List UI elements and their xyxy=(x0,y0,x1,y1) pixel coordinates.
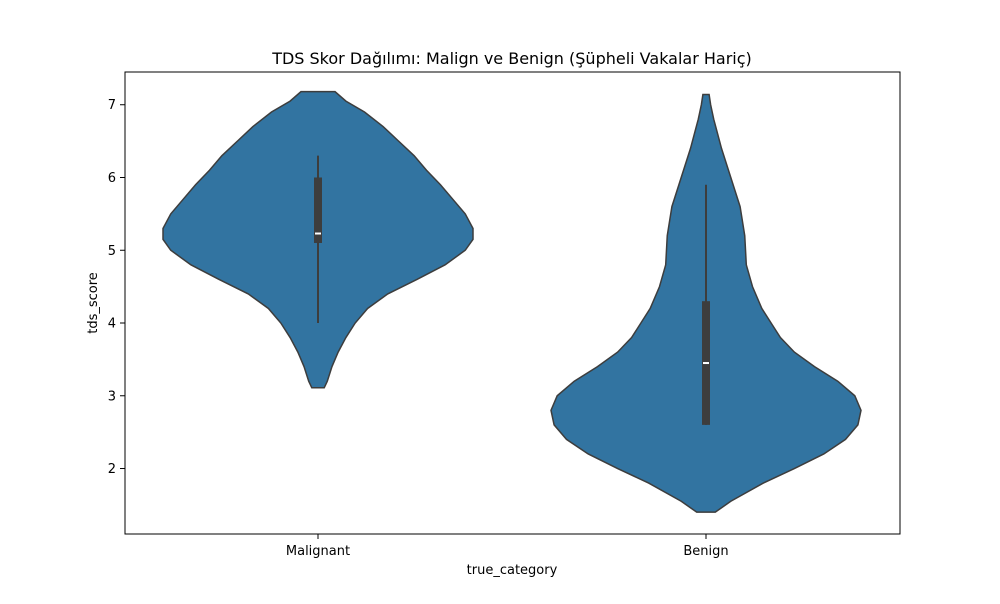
x-tick-label: Malignant xyxy=(286,544,350,559)
y-tick-label: 4 xyxy=(108,317,116,332)
boxes-layer xyxy=(314,155,710,425)
chart-title: TDS Skor Dağılımı: Malign ve Benign (Şüp… xyxy=(271,49,752,68)
y-tick-label: 3 xyxy=(108,389,116,404)
y-tick-label: 5 xyxy=(108,244,116,259)
y-axis: 2 3 4 5 6 7 xyxy=(108,98,125,477)
iqr-box-malignant xyxy=(314,177,322,243)
x-axis: Malignant Benign xyxy=(286,534,729,559)
x-axis-label: true_category xyxy=(467,563,558,578)
y-tick-label: 6 xyxy=(108,171,116,186)
y-axis-label: tds_score xyxy=(86,272,101,334)
plot-frame xyxy=(124,71,901,535)
y-tick-label: 2 xyxy=(108,462,116,477)
y-tick-label: 7 xyxy=(108,98,116,113)
x-tick-label: Benign xyxy=(683,544,728,559)
